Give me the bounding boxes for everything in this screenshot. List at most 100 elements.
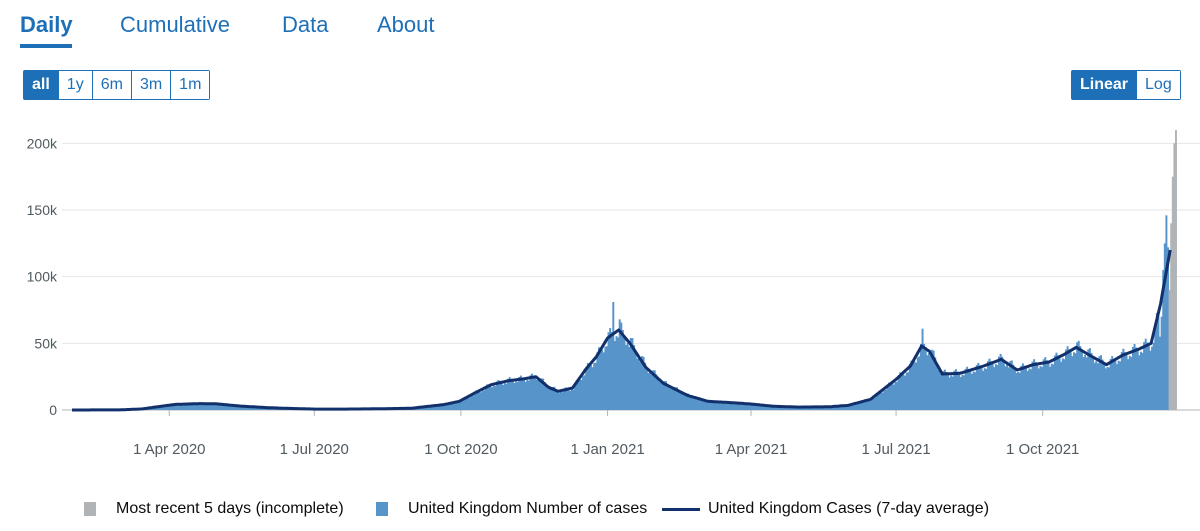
daily-cases-bar bbox=[717, 402, 720, 410]
daily-cases-bar bbox=[1109, 359, 1112, 410]
daily-cases-bar bbox=[201, 404, 204, 410]
daily-cases-bar bbox=[776, 405, 779, 410]
daily-cases-bar bbox=[193, 404, 196, 410]
daily-cases-bar bbox=[567, 389, 570, 410]
daily-cases-bar bbox=[1160, 316, 1163, 410]
daily-cases-bar bbox=[814, 407, 817, 410]
daily-cases-bar bbox=[765, 404, 768, 410]
daily-cases-bar bbox=[687, 393, 690, 410]
daily-cases-bar bbox=[1133, 344, 1136, 410]
daily-cases-bar bbox=[779, 406, 782, 410]
daily-cases-bar bbox=[1155, 312, 1158, 410]
daily-cases-bar bbox=[762, 405, 765, 410]
scale-log-button[interactable]: Log bbox=[1137, 71, 1180, 99]
daily-cases-bar bbox=[876, 392, 879, 410]
daily-cases-bar bbox=[511, 380, 514, 410]
daily-cases-bar bbox=[605, 346, 608, 410]
tab-about[interactable]: About bbox=[377, 12, 435, 37]
daily-cases-bar bbox=[1033, 359, 1036, 410]
daily-cases-bar bbox=[948, 377, 951, 410]
tab-data[interactable]: Data bbox=[282, 12, 329, 37]
daily-cases-bar bbox=[945, 372, 948, 410]
active-tab-underline bbox=[20, 44, 72, 48]
daily-cases-bar bbox=[448, 403, 451, 410]
daily-cases-bar bbox=[1004, 366, 1007, 410]
daily-cases-bar bbox=[658, 382, 661, 410]
daily-cases-bar bbox=[986, 361, 989, 410]
daily-cases-bar bbox=[695, 398, 698, 410]
daily-cases-bar bbox=[499, 381, 502, 410]
daily-cases-bar bbox=[234, 405, 237, 410]
range-1y-button[interactable]: 1y bbox=[58, 71, 93, 99]
scale-linear-button[interactable]: Linear bbox=[1072, 71, 1138, 99]
daily-cases-bar bbox=[805, 407, 808, 410]
daily-cases-bar bbox=[840, 406, 843, 410]
daily-cases-bar bbox=[747, 404, 750, 410]
y-tick-label: 100k bbox=[27, 269, 58, 285]
daily-cases-bar bbox=[1087, 349, 1090, 410]
tab-daily[interactable]: Daily bbox=[20, 12, 73, 37]
daily-cases-bar bbox=[613, 341, 616, 410]
daily-cases-bar bbox=[1015, 373, 1018, 410]
range-3m-button[interactable]: 3m bbox=[131, 71, 172, 99]
daily-cases-bar bbox=[1065, 349, 1067, 410]
daily-cases-bar bbox=[727, 402, 730, 410]
daily-cases-bar bbox=[1060, 361, 1063, 410]
daily-cases-bar bbox=[1096, 363, 1099, 410]
daily-cases-bar bbox=[789, 406, 792, 410]
range-1m-button[interactable]: 1m bbox=[171, 71, 210, 99]
daily-cases-bar bbox=[701, 399, 704, 410]
daily-cases-bar bbox=[1163, 243, 1166, 410]
daily-cases-bar bbox=[532, 375, 535, 410]
daily-cases-bar bbox=[671, 388, 674, 410]
daily-cases-bar bbox=[867, 399, 870, 410]
incomplete-cases-bar bbox=[1170, 223, 1173, 410]
daily-cases-bar bbox=[1049, 366, 1052, 410]
daily-cases-bar bbox=[744, 403, 747, 410]
daily-cases-bar bbox=[696, 397, 699, 410]
y-tick-label: 150k bbox=[27, 202, 58, 218]
daily-cases-bar bbox=[926, 355, 929, 410]
daily-cases-bar bbox=[218, 403, 221, 410]
daily-cases-bar bbox=[974, 372, 977, 410]
daily-cases-bar bbox=[1028, 368, 1031, 410]
daily-cases-bar bbox=[672, 389, 675, 410]
daily-cases-bar bbox=[794, 407, 796, 410]
tab-cumulative[interactable]: Cumulative bbox=[120, 12, 231, 37]
daily-cases-bar bbox=[625, 344, 628, 410]
chart-legend: Most recent 5 days (incomplete) United K… bbox=[0, 500, 1200, 524]
daily-cases-bar bbox=[255, 407, 258, 410]
daily-cases-bar bbox=[578, 379, 581, 410]
daily-cases-bar bbox=[486, 384, 489, 410]
daily-cases-bar bbox=[618, 319, 621, 410]
daily-cases-bar bbox=[1084, 354, 1087, 410]
daily-cases-bar bbox=[502, 384, 505, 410]
daily-cases-bar bbox=[550, 389, 553, 410]
daily-cases-bar bbox=[183, 403, 186, 410]
daily-cases-bar bbox=[1085, 357, 1088, 410]
daily-cases-bar bbox=[197, 403, 200, 410]
daily-cases-bar bbox=[1036, 365, 1039, 410]
daily-cases-bar bbox=[449, 403, 452, 410]
daily-cases-bar bbox=[908, 364, 911, 410]
daily-cases-bar bbox=[610, 332, 613, 410]
daily-cases-bar bbox=[682, 393, 685, 410]
daily-cases-bar bbox=[593, 362, 596, 410]
daily-cases-bar bbox=[1068, 349, 1071, 410]
range-all-button[interactable]: all bbox=[24, 71, 59, 99]
daily-cases-bar bbox=[1031, 361, 1034, 410]
daily-cases-bar bbox=[488, 385, 490, 410]
daily-cases-bar bbox=[226, 405, 229, 410]
daily-cases-bar bbox=[492, 385, 495, 410]
daily-cases-bar bbox=[620, 322, 623, 410]
daily-cases-bar bbox=[462, 398, 465, 410]
daily-cases-bar bbox=[854, 402, 857, 410]
daily-cases-bar bbox=[1147, 346, 1150, 410]
daily-cases-bar bbox=[537, 379, 540, 410]
x-tick-label: 1 Jul 2021 bbox=[861, 441, 930, 458]
daily-cases-bar bbox=[848, 405, 851, 410]
daily-cases-bar bbox=[569, 390, 572, 410]
daily-cases-bar bbox=[868, 399, 871, 410]
daily-cases-bar bbox=[542, 378, 545, 410]
range-6m-button[interactable]: 6m bbox=[92, 71, 132, 99]
